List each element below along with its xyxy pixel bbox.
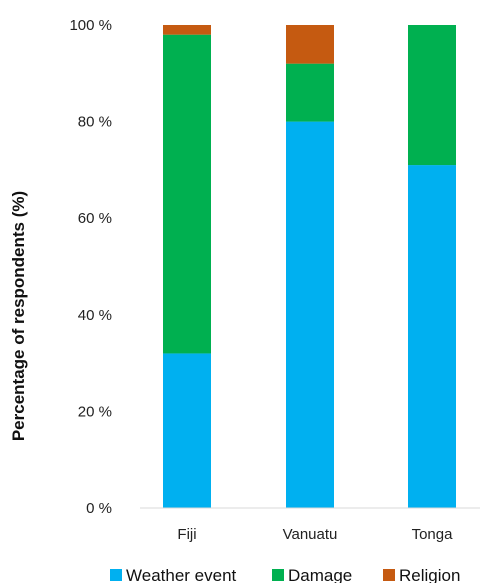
y-tick-label: 0 %: [86, 500, 112, 517]
legend-label: Weather event: [126, 566, 237, 583]
x-tick-label: Fiji: [177, 526, 196, 543]
legend-label: Religion: [399, 566, 460, 583]
legend-swatch: [272, 569, 284, 581]
x-tick-label: Vanuatu: [283, 526, 338, 543]
bar-segment-weather-event-fiji: [163, 353, 211, 508]
x-axis-labels: Fiji Vanuatu Tonga: [177, 526, 453, 543]
y-tick-label: 60 %: [78, 210, 112, 227]
bar-segment-weather-event-tonga: [408, 165, 456, 508]
y-tick-label: 20 %: [78, 403, 112, 420]
legend-swatch: [383, 569, 395, 581]
legend: Weather event Damage Religion: [110, 566, 460, 583]
bar-segment-damage-vanuatu: [286, 63, 334, 122]
y-tick-label: 80 %: [78, 114, 112, 131]
legend-label: Damage: [288, 566, 352, 583]
x-tick-label: Tonga: [412, 526, 454, 543]
y-tick-label: 100 %: [69, 17, 112, 34]
bar-segment-weather-event-vanuatu: [286, 121, 334, 508]
legend-swatch: [110, 569, 122, 581]
bar-segment-religion-fiji: [163, 25, 211, 35]
y-axis-title: Percentage of respondents (%): [9, 191, 28, 441]
bar-segment-religion-vanuatu: [286, 25, 334, 64]
y-axis-ticks: 0 % 20 % 40 % 60 % 80 % 100 %: [69, 17, 112, 517]
bar-segment-damage-fiji: [163, 34, 211, 354]
y-tick-label: 40 %: [78, 307, 112, 324]
bars: [163, 25, 456, 508]
bar-segment-damage-tonga: [408, 25, 456, 166]
